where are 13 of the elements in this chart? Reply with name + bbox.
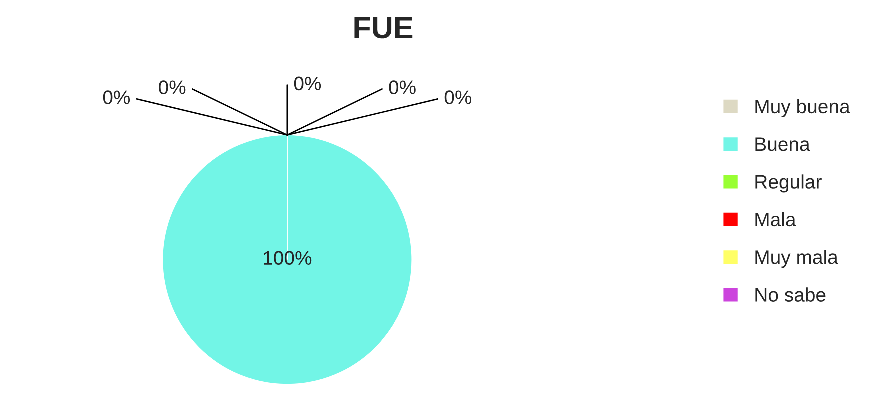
legend-label: Muy mala (756, 250, 838, 268)
legend-label: Regular (756, 174, 822, 193)
text: 0% (159, 80, 186, 94)
legend-label: Muy buena (756, 99, 850, 118)
text: 0% (389, 80, 416, 94)
text: 0% (444, 90, 472, 104)
legend-label: Mala (756, 212, 796, 227)
legend-label: Buena (756, 138, 810, 152)
text: 0% (103, 90, 130, 104)
text: 0% (294, 76, 322, 91)
chart-title: FUE (354, 17, 413, 39)
data-label: 100% (264, 251, 312, 266)
legend-label: No sabe (756, 288, 826, 302)
